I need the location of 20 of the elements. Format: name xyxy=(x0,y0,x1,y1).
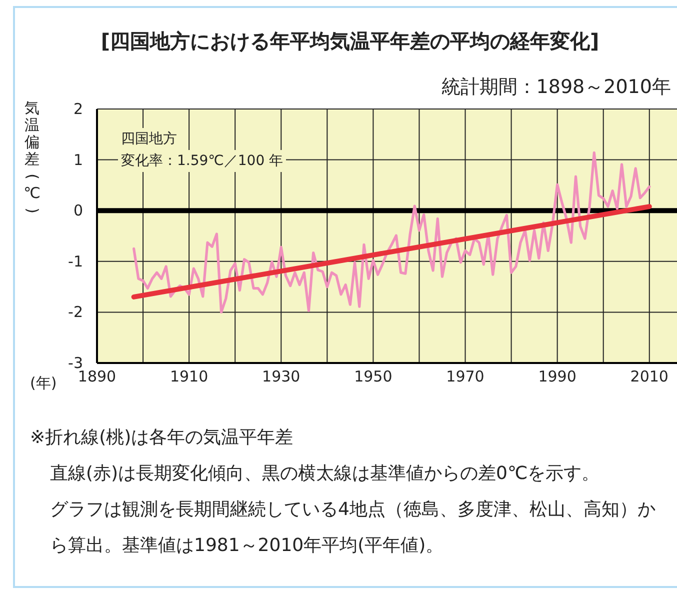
chart-subtitle: 統計期間：1898～2010年 xyxy=(441,75,671,100)
x-tick-label: 1970 xyxy=(446,368,484,386)
x-tick-label: 2010 xyxy=(630,368,668,386)
y-axis-title: 気温偏差(℃) xyxy=(22,99,42,216)
annotation: 変化率：1.59℃／100 年 xyxy=(118,150,286,172)
y-tick-label: -2 xyxy=(68,303,83,322)
y-tick-label: 1 xyxy=(73,150,83,169)
y-tick-label: -1 xyxy=(68,252,83,270)
text: 直線(赤)は長期変化傾向、黒の横太線は基準値からの差0℃を示す。 xyxy=(49,462,601,486)
annotation: 四国地方 xyxy=(118,128,180,150)
x-tick-label: 1910 xyxy=(170,368,208,386)
x-tick-label: 1930 xyxy=(262,368,300,386)
x-axis-title: (年) xyxy=(30,374,57,393)
y-tick-label: 2 xyxy=(73,100,83,118)
x-tick-label: 1950 xyxy=(354,368,392,386)
y-tick-label: 0 xyxy=(73,202,83,220)
text: ※折れ線(桃)は各年の気温平年差 xyxy=(30,426,294,450)
chart-title: [四国地方における年平均気温平年差の平均の経年変化] xyxy=(100,28,600,55)
x-tick-label: 1990 xyxy=(538,368,576,386)
text: グラフは観測を長期間継続している4地点（徳島、多度津、松山、高知）から算出。基準値は1981～2010年平均(平年値)。 xyxy=(49,498,656,558)
